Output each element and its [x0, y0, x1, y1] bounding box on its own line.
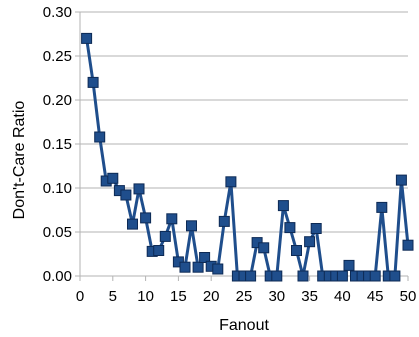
x-tick-label: 5: [109, 288, 117, 305]
x-axis-label: Fanout: [219, 317, 269, 334]
data-point: [107, 172, 119, 184]
data-point: [245, 270, 257, 282]
data-point: [186, 220, 197, 232]
x-tick-label: 20: [203, 288, 220, 305]
x-tick-label: 10: [137, 288, 154, 305]
data-point: [120, 189, 132, 201]
data-point: [395, 174, 407, 186]
x-tick-label: 50: [400, 288, 417, 305]
data-point: [304, 236, 316, 248]
data-point: [212, 263, 224, 275]
x-tick-label: 45: [367, 288, 384, 305]
data-point: [277, 200, 289, 212]
y-tick-label: 0.20: [43, 92, 72, 109]
data-point: [166, 213, 178, 225]
x-tick-label: 0: [76, 288, 84, 305]
x-tick-label: 15: [170, 288, 187, 305]
data-point: [140, 212, 152, 224]
data-point: [94, 131, 106, 143]
data-point: [127, 218, 138, 230]
grid-lines: [80, 11, 408, 277]
x-tick-label: 25: [236, 288, 253, 305]
data-point: [192, 261, 204, 273]
y-tick-labels: 0.00 0.05 0.10 0.15 0.20 0.25 0.30: [43, 4, 72, 285]
data-point: [291, 245, 302, 256]
axes: [75, 11, 409, 281]
data-point: [271, 270, 283, 282]
data-point: [336, 270, 348, 282]
data-point: [218, 215, 230, 227]
data-point: [153, 245, 165, 256]
data-point: [284, 222, 296, 234]
y-tick-label: 0.15: [43, 136, 72, 153]
x-tick-labels: 0 5 10 15 20 25 30 35 40 45 50: [76, 288, 417, 305]
x-tick-label: 35: [301, 288, 318, 305]
data-point: [199, 252, 211, 263]
data-point: [87, 76, 99, 88]
data-point: [376, 201, 388, 213]
data-point: [297, 270, 309, 282]
y-tick-label: 0.25: [43, 48, 72, 65]
y-tick-label: 0.10: [43, 180, 72, 197]
series: [81, 32, 414, 282]
y-tick-label: 0.00: [43, 268, 72, 285]
series-line: [85, 38, 410, 278]
x-tick-label: 30: [268, 288, 285, 305]
data-point: [159, 230, 171, 242]
data-point: [402, 239, 414, 251]
data-point: [343, 259, 355, 271]
y-tick-label: 0.30: [43, 4, 72, 21]
data-point: [179, 261, 191, 273]
data-point: [369, 270, 381, 282]
y-tick-label: 0.05: [43, 224, 72, 241]
data-point: [389, 270, 401, 282]
data-point: [133, 183, 145, 195]
y-axis-label: Don't-Care Ratio: [11, 101, 28, 220]
data-point: [225, 176, 237, 188]
data-point: [258, 242, 270, 254]
data-point: [310, 223, 322, 234]
data-point: [81, 32, 93, 44]
x-tick-label: 40: [334, 288, 351, 305]
